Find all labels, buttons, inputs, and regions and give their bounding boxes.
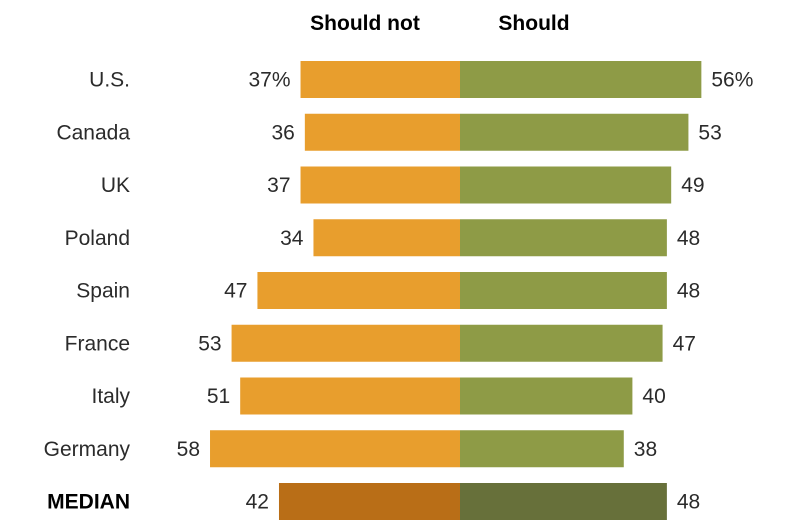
bar-should-spain — [460, 272, 667, 309]
bar-should-not-uk — [300, 166, 460, 204]
value-label-should-poland: 48 — [677, 227, 700, 250]
category-label-france: France — [65, 332, 130, 355]
value-label-should-not-spain: 47 — [224, 280, 247, 303]
category-label-median: MEDIAN — [47, 491, 130, 514]
value-label-should-not-france: 53 — [198, 332, 221, 355]
bar-should-not-median — [278, 483, 460, 520]
value-label-should-median: 48 — [677, 491, 700, 514]
bar-should-not-italy — [240, 377, 460, 415]
legend-should-not: Should not — [310, 12, 420, 35]
value-label-should-italy: 40 — [642, 385, 665, 408]
bar-should-not-poland — [313, 219, 460, 257]
value-label-should-germany: 38 — [634, 438, 657, 461]
bar-should-not-u-s — [300, 61, 460, 98]
bar-should-median — [460, 483, 667, 520]
value-label-should-u-s: 56% — [711, 69, 753, 92]
legend-should: Should — [498, 12, 569, 35]
category-label-poland: Poland — [65, 227, 130, 250]
category-label-canada: Canada — [56, 121, 130, 144]
value-label-should-not-canada: 36 — [271, 121, 294, 144]
value-label-should-not-poland: 34 — [280, 227, 304, 250]
value-label-should-france: 47 — [673, 332, 696, 355]
category-label-spain: Spain — [76, 280, 130, 303]
bar-should-not-france — [231, 324, 460, 362]
bar-rows: U.S. 37% 56% Canada 36 53 UK 37 49 Poland 34 48 Spai… — [44, 61, 753, 520]
value-label-should-spain: 48 — [677, 280, 700, 303]
value-label-should-canada: 53 — [698, 121, 721, 144]
value-label-should-uk: 49 — [681, 174, 704, 197]
bar-should-uk — [460, 166, 672, 204]
value-label-should-not-italy: 51 — [207, 385, 230, 408]
bar-should-not-spain — [257, 272, 460, 309]
bar-should-poland — [460, 219, 667, 257]
category-label-italy: Italy — [91, 385, 130, 408]
bar-should-not-canada — [304, 113, 460, 151]
bar-should-france — [460, 324, 663, 362]
bar-should-canada — [460, 113, 689, 151]
category-label-u-s: U.S. — [89, 69, 130, 92]
bar-should-u-s — [460, 61, 702, 98]
bar-should-italy — [460, 377, 633, 415]
category-label-germany: Germany — [44, 438, 131, 461]
value-label-should-not-median: 42 — [246, 491, 269, 514]
value-label-should-not-uk: 37 — [267, 174, 290, 197]
value-label-should-not-u-s: 37% — [248, 69, 290, 92]
bar-should-not-germany — [210, 430, 460, 468]
category-label-uk: UK — [101, 174, 130, 197]
value-label-should-not-germany: 58 — [177, 438, 200, 461]
bar-should-germany — [460, 430, 624, 468]
